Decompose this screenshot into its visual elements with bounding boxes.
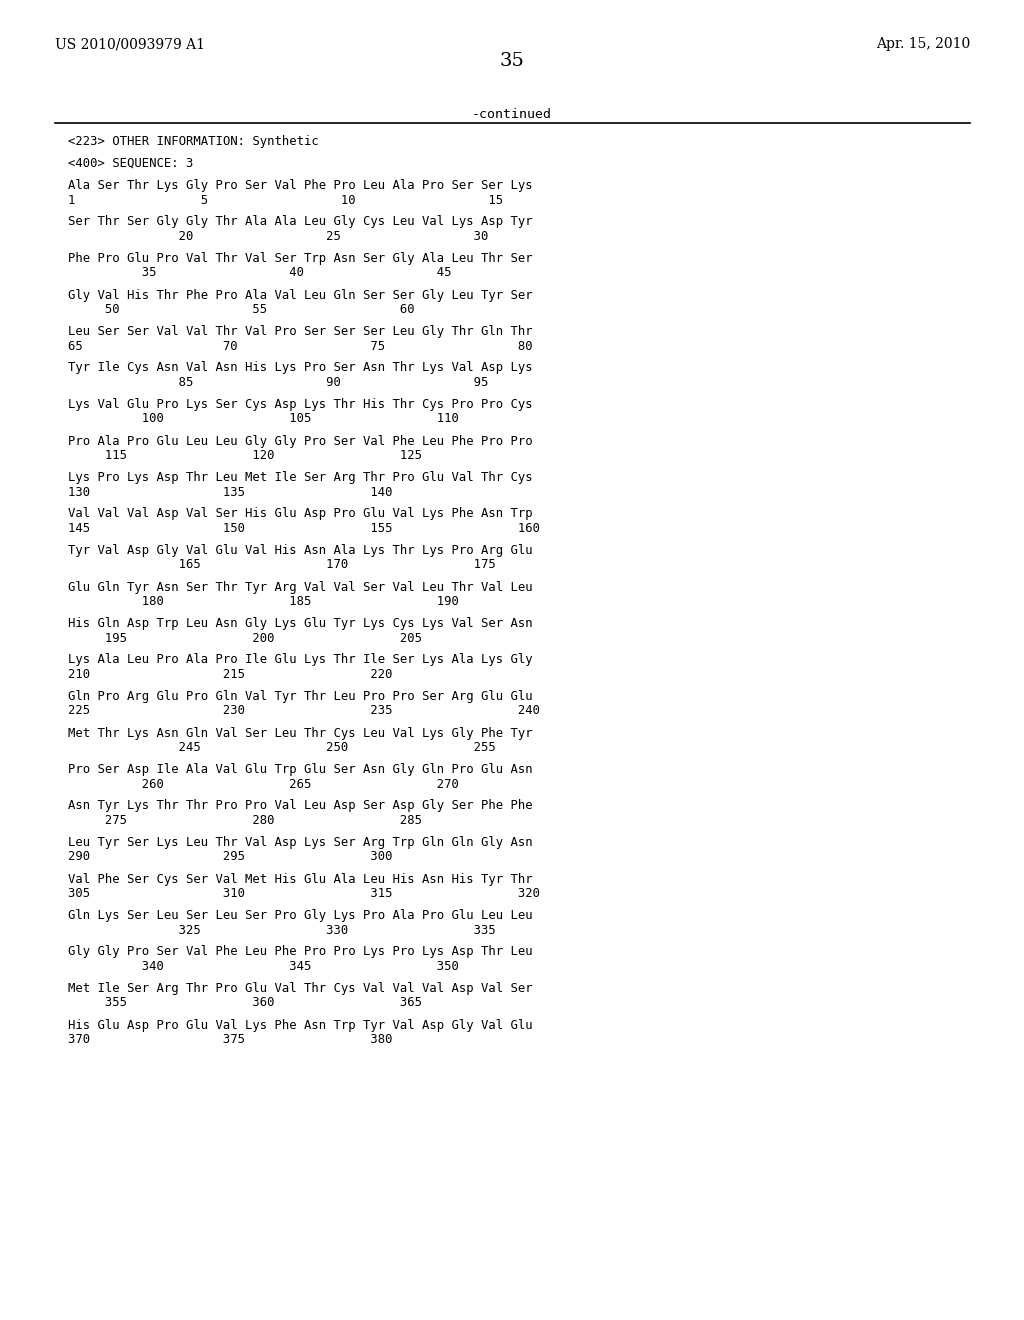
Text: Pro Ser Asp Ile Ala Val Glu Trp Glu Ser Asn Gly Gln Pro Glu Asn: Pro Ser Asp Ile Ala Val Glu Trp Glu Ser … [68, 763, 532, 776]
Text: <223> OTHER INFORMATION: Synthetic: <223> OTHER INFORMATION: Synthetic [68, 135, 318, 148]
Text: Tyr Val Asp Gly Val Glu Val His Asn Ala Lys Thr Lys Pro Arg Glu: Tyr Val Asp Gly Val Glu Val His Asn Ala … [68, 544, 532, 557]
Text: Met Ile Ser Arg Thr Pro Glu Val Thr Cys Val Val Val Asp Val Ser: Met Ile Ser Arg Thr Pro Glu Val Thr Cys … [68, 982, 532, 995]
Text: 145                  150                 155                 160: 145 150 155 160 [68, 521, 540, 535]
Text: 340                 345                 350: 340 345 350 [68, 960, 459, 973]
Text: 180                 185                 190: 180 185 190 [68, 595, 459, 609]
Text: 325                 330                 335: 325 330 335 [68, 924, 496, 936]
Text: Leu Tyr Ser Lys Leu Thr Val Asp Lys Ser Arg Trp Gln Gln Gly Asn: Leu Tyr Ser Lys Leu Thr Val Asp Lys Ser … [68, 836, 532, 849]
Text: 260                 265                 270: 260 265 270 [68, 777, 459, 791]
Text: 20                  25                  30: 20 25 30 [68, 230, 488, 243]
Text: 50                  55                  60: 50 55 60 [68, 304, 415, 315]
Text: 130                  135                 140: 130 135 140 [68, 486, 392, 499]
Text: Gly Val His Thr Phe Pro Ala Val Leu Gln Ser Ser Gly Leu Tyr Ser: Gly Val His Thr Phe Pro Ala Val Leu Gln … [68, 289, 532, 301]
Text: 85                  90                  95: 85 90 95 [68, 376, 488, 389]
Text: Ser Thr Ser Gly Gly Thr Ala Ala Leu Gly Cys Leu Val Lys Asp Tyr: Ser Thr Ser Gly Gly Thr Ala Ala Leu Gly … [68, 215, 532, 228]
Text: Apr. 15, 2010: Apr. 15, 2010 [876, 37, 970, 51]
Text: Asn Tyr Lys Thr Thr Pro Pro Val Leu Asp Ser Asp Gly Ser Phe Phe: Asn Tyr Lys Thr Thr Pro Pro Val Leu Asp … [68, 800, 532, 813]
Text: 115                 120                 125: 115 120 125 [68, 449, 422, 462]
Text: 1                 5                  10                  15: 1 5 10 15 [68, 194, 503, 206]
Text: Leu Ser Ser Val Val Thr Val Pro Ser Ser Ser Leu Gly Thr Gln Thr: Leu Ser Ser Val Val Thr Val Pro Ser Ser … [68, 325, 532, 338]
Text: Met Thr Lys Asn Gln Val Ser Leu Thr Cys Leu Val Lys Gly Phe Tyr: Met Thr Lys Asn Gln Val Ser Leu Thr Cys … [68, 726, 532, 739]
Text: 165                 170                 175: 165 170 175 [68, 558, 496, 572]
Text: 225                  230                 235                 240: 225 230 235 240 [68, 705, 540, 718]
Text: Lys Val Glu Pro Lys Ser Cys Asp Lys Thr His Thr Cys Pro Pro Cys: Lys Val Glu Pro Lys Ser Cys Asp Lys Thr … [68, 399, 532, 411]
Text: 195                 200                 205: 195 200 205 [68, 631, 422, 644]
Text: <400> SEQUENCE: 3: <400> SEQUENCE: 3 [68, 157, 194, 170]
Text: Phe Pro Glu Pro Val Thr Val Ser Trp Asn Ser Gly Ala Leu Thr Ser: Phe Pro Glu Pro Val Thr Val Ser Trp Asn … [68, 252, 532, 265]
Text: Val Val Val Asp Val Ser His Glu Asp Pro Glu Val Lys Phe Asn Trp: Val Val Val Asp Val Ser His Glu Asp Pro … [68, 507, 532, 520]
Text: 35                  40                  45: 35 40 45 [68, 267, 452, 280]
Text: Tyr Ile Cys Asn Val Asn His Lys Pro Ser Asn Thr Lys Val Asp Lys: Tyr Ile Cys Asn Val Asn His Lys Pro Ser … [68, 362, 532, 375]
Text: Ala Ser Thr Lys Gly Pro Ser Val Phe Pro Leu Ala Pro Ser Ser Lys: Ala Ser Thr Lys Gly Pro Ser Val Phe Pro … [68, 180, 532, 191]
Text: 210                  215                 220: 210 215 220 [68, 668, 392, 681]
Text: 305                  310                 315                 320: 305 310 315 320 [68, 887, 540, 900]
Text: 65                   70                  75                  80: 65 70 75 80 [68, 339, 532, 352]
Text: 35: 35 [500, 51, 524, 70]
Text: Val Phe Ser Cys Ser Val Met His Glu Ala Leu His Asn His Tyr Thr: Val Phe Ser Cys Ser Val Met His Glu Ala … [68, 873, 532, 886]
Text: Lys Pro Lys Asp Thr Leu Met Ile Ser Arg Thr Pro Glu Val Thr Cys: Lys Pro Lys Asp Thr Leu Met Ile Ser Arg … [68, 471, 532, 484]
Text: -continued: -continued [472, 108, 552, 121]
Text: Gln Lys Ser Leu Ser Leu Ser Pro Gly Lys Pro Ala Pro Glu Leu Leu: Gln Lys Ser Leu Ser Leu Ser Pro Gly Lys … [68, 909, 532, 921]
Text: Glu Gln Tyr Asn Ser Thr Tyr Arg Val Val Ser Val Leu Thr Val Leu: Glu Gln Tyr Asn Ser Thr Tyr Arg Val Val … [68, 581, 532, 594]
Text: 100                 105                 110: 100 105 110 [68, 412, 459, 425]
Text: 245                 250                 255: 245 250 255 [68, 741, 496, 754]
Text: His Gln Asp Trp Leu Asn Gly Lys Glu Tyr Lys Cys Lys Val Ser Asn: His Gln Asp Trp Leu Asn Gly Lys Glu Tyr … [68, 616, 532, 630]
Text: His Glu Asp Pro Glu Val Lys Phe Asn Trp Tyr Val Asp Gly Val Glu: His Glu Asp Pro Glu Val Lys Phe Asn Trp … [68, 1019, 532, 1031]
Text: 370                  375                 380: 370 375 380 [68, 1034, 392, 1045]
Text: 355                 360                 365: 355 360 365 [68, 997, 422, 1010]
Text: 290                  295                 300: 290 295 300 [68, 850, 392, 863]
Text: Lys Ala Leu Pro Ala Pro Ile Glu Lys Thr Ile Ser Lys Ala Lys Gly: Lys Ala Leu Pro Ala Pro Ile Glu Lys Thr … [68, 653, 532, 667]
Text: Pro Ala Pro Glu Leu Leu Gly Gly Pro Ser Val Phe Leu Phe Pro Pro: Pro Ala Pro Glu Leu Leu Gly Gly Pro Ser … [68, 434, 532, 447]
Text: Gln Pro Arg Glu Pro Gln Val Tyr Thr Leu Pro Pro Ser Arg Glu Glu: Gln Pro Arg Glu Pro Gln Val Tyr Thr Leu … [68, 690, 532, 704]
Text: Gly Gly Pro Ser Val Phe Leu Phe Pro Pro Lys Pro Lys Asp Thr Leu: Gly Gly Pro Ser Val Phe Leu Phe Pro Pro … [68, 945, 532, 958]
Text: US 2010/0093979 A1: US 2010/0093979 A1 [55, 37, 205, 51]
Text: 275                 280                 285: 275 280 285 [68, 814, 422, 828]
